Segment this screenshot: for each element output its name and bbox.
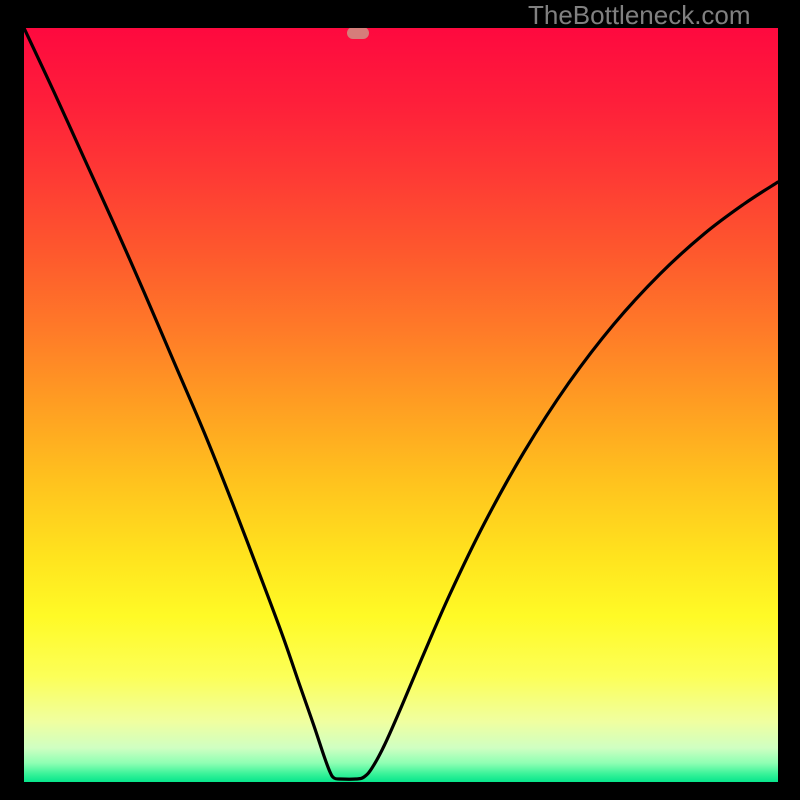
chart-background (24, 28, 778, 782)
bottleneck-chart (24, 28, 778, 782)
watermark-text: TheBottleneck.com (528, 0, 751, 31)
optimum-marker (347, 28, 369, 39)
chart-frame (24, 28, 778, 782)
